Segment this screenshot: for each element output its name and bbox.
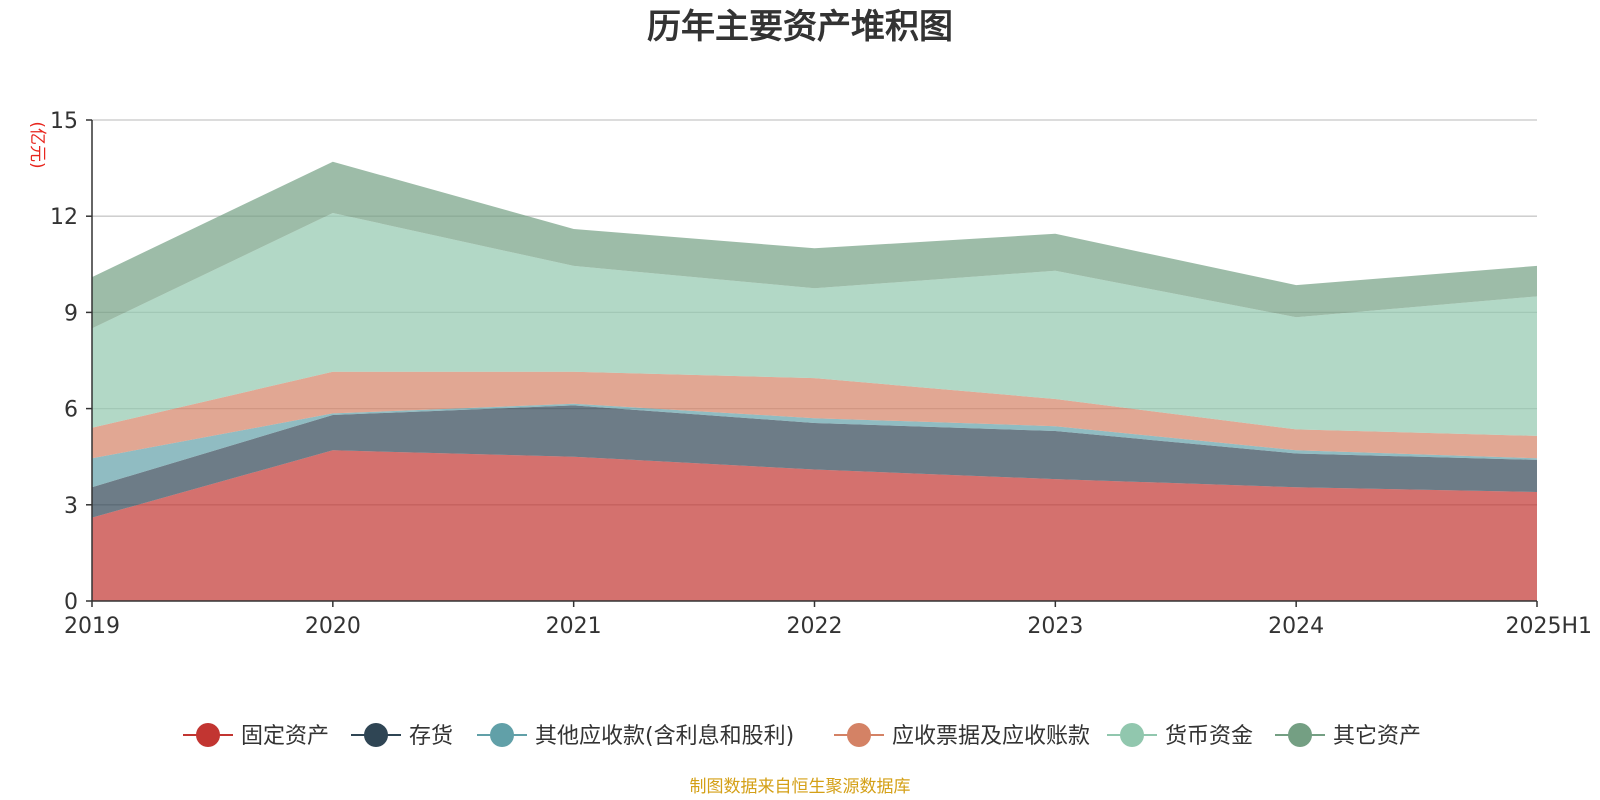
legend-marker bbox=[490, 723, 514, 747]
y-tick-label: 12 bbox=[50, 205, 78, 230]
legend-label: 其它资产 bbox=[1333, 724, 1421, 749]
legend-item-4[interactable]: 应收票据及应收账款 bbox=[834, 723, 1090, 749]
legend-label: 存货 bbox=[409, 724, 453, 749]
legend-marker bbox=[364, 723, 388, 747]
legend-marker bbox=[196, 723, 220, 747]
area-series-2 bbox=[92, 405, 1537, 518]
x-tick-label: 2025H1 bbox=[1505, 614, 1592, 639]
source-note: 制图数据来自恒生聚源数据库 bbox=[690, 777, 911, 797]
x-tick-label: 2019 bbox=[64, 614, 120, 639]
x-tick-label: 2023 bbox=[1027, 614, 1083, 639]
y-tick-label: 15 bbox=[50, 109, 78, 134]
legend-item-1[interactable]: 固定资产 bbox=[183, 723, 329, 749]
legend-item-5[interactable]: 货币资金 bbox=[1107, 723, 1253, 749]
legend-label: 货币资金 bbox=[1165, 724, 1253, 749]
legend-marker bbox=[1120, 723, 1144, 747]
x-tick-label: 2020 bbox=[305, 614, 361, 639]
legend-item-2[interactable]: 存货 bbox=[351, 723, 453, 749]
y-axis-unit: (亿元) bbox=[27, 121, 47, 168]
y-tick-label: 3 bbox=[64, 494, 78, 519]
area-series-1 bbox=[92, 450, 1537, 601]
area-series-5 bbox=[92, 213, 1537, 436]
area-series-4 bbox=[92, 371, 1537, 459]
legend-label: 固定资产 bbox=[241, 724, 329, 749]
area-series bbox=[92, 161, 1537, 601]
legend-item-3[interactable]: 其他应收款(含利息和股利) bbox=[477, 723, 794, 749]
x-tick-label: 2024 bbox=[1268, 614, 1324, 639]
legend-label: 应收票据及应收账款 bbox=[892, 724, 1090, 749]
legend-marker bbox=[1288, 723, 1312, 747]
legend-marker bbox=[847, 723, 871, 747]
area-series-3 bbox=[92, 403, 1537, 488]
legend-label: 其他应收款(含利息和股利) bbox=[535, 724, 794, 749]
x-tick-label: 2021 bbox=[546, 614, 602, 639]
area-series-6 bbox=[92, 161, 1537, 329]
y-tick-label: 6 bbox=[64, 398, 78, 423]
chart-title: 历年主要资产堆积图 bbox=[647, 7, 953, 47]
axes: 0 3 6 9 12 15 2019 2020 2021 2022 2023 2024 2025H1 bbox=[50, 109, 1592, 639]
y-tick-label: 9 bbox=[64, 301, 78, 326]
y-tick-label: 0 bbox=[64, 590, 78, 615]
legend[interactable]: 固定资产 存货 其他应收款(含利息和股利) 应收票据及应收账款 货币资金 其它资产 bbox=[183, 723, 1421, 749]
legend-item-6[interactable]: 其它资产 bbox=[1275, 723, 1421, 749]
x-tick-label: 2022 bbox=[787, 614, 843, 639]
